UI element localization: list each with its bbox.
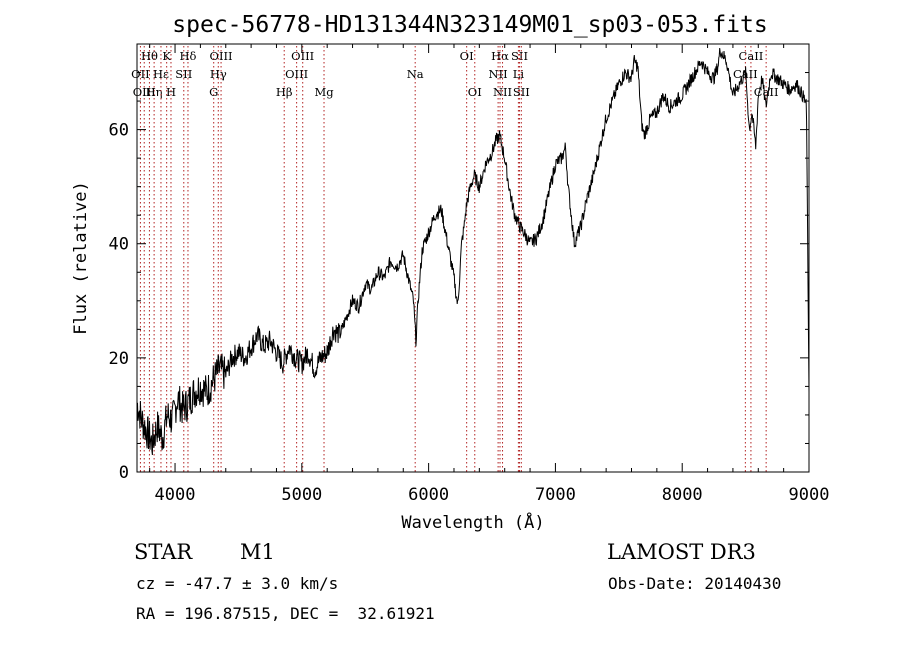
spectrum-line — [136, 47, 810, 456]
object-subclass: M1 — [240, 540, 275, 564]
line-marker-label: OI — [468, 85, 482, 99]
x-axis-label: Wavelength (Å) — [401, 511, 544, 533]
line-marker-label: CaII — [739, 49, 764, 63]
line-marker-label: SII — [513, 85, 530, 99]
line-marker-label: NII — [489, 67, 508, 81]
line-marker-label: Hδ — [179, 49, 196, 63]
line-marker-label: OIII — [210, 49, 233, 63]
line-marker-label: OI — [460, 49, 474, 63]
y-tick-label: 60 — [109, 121, 129, 141]
x-tick-label: 7000 — [535, 485, 576, 505]
redshift-text: cz = -47.7 ± 3.0 km/s — [136, 574, 339, 593]
x-axis: 4000 5000 6000 7000 8000 9000 — [149, 44, 830, 505]
line-marker-label: Hθ — [141, 49, 158, 63]
line-marker-label: Hγ — [210, 67, 227, 81]
x-tick-label: 5000 — [281, 485, 322, 505]
line-marker-label: CaII — [754, 85, 779, 99]
line-marker-label: NII — [493, 85, 512, 99]
plot-frame — [136, 43, 810, 473]
line-marker-label: Li — [513, 67, 525, 81]
line-marker-label: K — [162, 49, 171, 63]
x-tick-label: 6000 — [408, 485, 449, 505]
line-marker-label: OIII — [133, 85, 156, 99]
spectrum-series — [136, 47, 810, 456]
line-marker-label: Hε — [153, 67, 169, 81]
line-marker-label: OIII — [285, 67, 308, 81]
line-marker-label: G — [209, 85, 218, 99]
x-tick-label: 9000 — [789, 485, 830, 505]
y-tick-label: 20 — [109, 349, 129, 369]
survey-name: LAMOST DR3 — [607, 540, 756, 564]
y-tick-label: 0 — [119, 463, 129, 483]
observation-date: Obs-Date: 20140430 — [608, 574, 782, 593]
line-marker-label: Mg — [314, 85, 334, 99]
line-marker-label: OIII — [291, 49, 314, 63]
y-axis: 0 20 40 60 — [109, 72, 809, 483]
x-tick-label: 4000 — [155, 485, 196, 505]
line-marker-label: Na — [407, 67, 424, 81]
line-marker-label: H — [166, 85, 176, 99]
line-marker-label: Hη — [146, 85, 163, 99]
line-marker-label: Hα — [491, 49, 509, 63]
y-tick-label: 40 — [109, 235, 129, 255]
object-class: STAR — [134, 540, 193, 564]
y-axis-label: Flux (relative) — [71, 181, 91, 335]
line-marker-label: OII — [131, 67, 150, 81]
coordinates-text: RA = 196.87515, DEC = 32.61921 — [136, 604, 435, 623]
line-marker-label: SII — [175, 67, 192, 81]
chart-title: spec-56778-HD131344N323149M01_sp03-053.f… — [172, 12, 767, 38]
x-tick-label: 8000 — [662, 485, 703, 505]
line-marker-label: Hβ — [276, 85, 293, 99]
line-marker-label: SII — [511, 49, 528, 63]
